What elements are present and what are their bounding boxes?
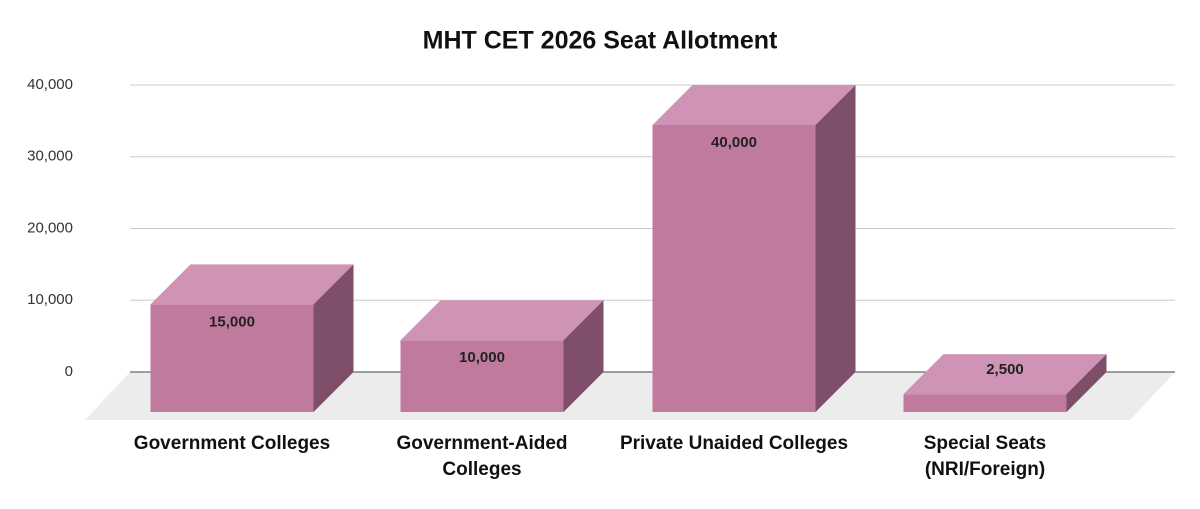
bar-front bbox=[652, 125, 816, 412]
bar-top bbox=[150, 264, 354, 305]
y-tick-label: 40,000 bbox=[27, 76, 73, 93]
floor bbox=[85, 372, 1175, 420]
x-tick-label: Special Seats (NRI/Foreign) bbox=[923, 433, 1047, 480]
x-tick-label: Government-Aided Colleges bbox=[396, 433, 568, 480]
bar-front bbox=[400, 340, 564, 412]
x-tick-label: Private Unaided Colleges bbox=[619, 433, 849, 454]
y-tick-label: 10,000 bbox=[27, 291, 73, 308]
data-label: 40,000 bbox=[711, 134, 757, 151]
data-label: 10,000 bbox=[459, 349, 505, 366]
data-label: 2,500 bbox=[986, 361, 1024, 378]
y-tick-label: 0 bbox=[65, 363, 73, 380]
bar-side bbox=[563, 300, 604, 412]
bar-front bbox=[903, 394, 1067, 412]
bar-top bbox=[903, 354, 1107, 395]
bar bbox=[400, 300, 604, 412]
bar bbox=[150, 264, 354, 412]
bar-top bbox=[652, 85, 856, 125]
bar-front bbox=[150, 304, 314, 412]
x-tick-label: Government Colleges bbox=[133, 433, 331, 454]
y-tick-label: 30,000 bbox=[27, 148, 73, 165]
bar-side bbox=[313, 264, 354, 412]
y-tick-label: 20,000 bbox=[27, 219, 73, 236]
bar bbox=[903, 354, 1107, 412]
bar-side bbox=[815, 85, 856, 412]
chart-title: MHT CET 2026 Seat Allotment bbox=[423, 27, 778, 55]
bar-top bbox=[400, 300, 604, 341]
bar-side bbox=[1066, 354, 1107, 412]
bar bbox=[652, 85, 856, 412]
data-label: 15,000 bbox=[209, 313, 255, 330]
